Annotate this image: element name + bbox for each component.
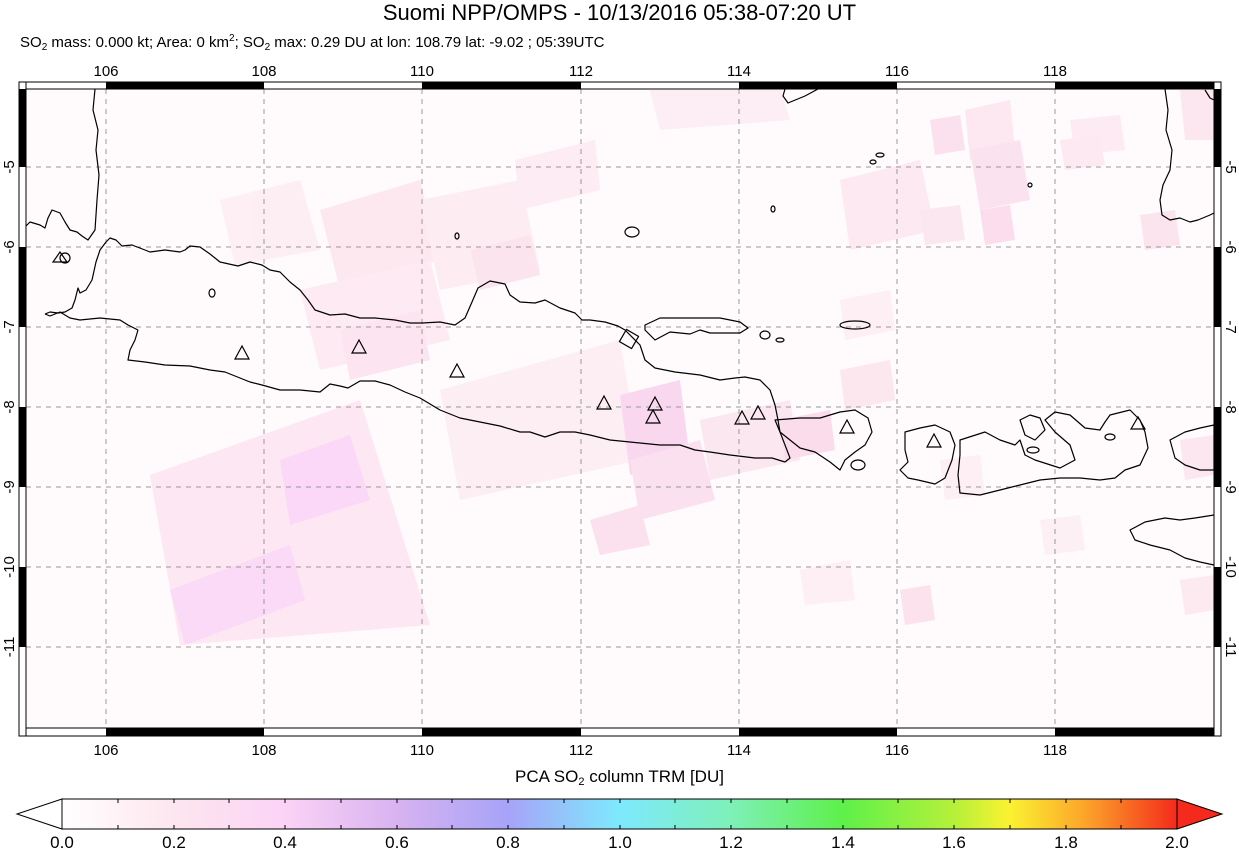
frame-left [18,81,27,737]
stats-area-sup: 2 [229,33,235,44]
volcano-markers [51,250,1147,448]
lat-label: -9 [1,480,18,493]
colorbar-label: 0.4 [273,833,297,852]
colorbar-label: 0.0 [50,833,74,852]
lat-label: -6 [1,240,18,253]
colorbar-title-suffix: column TRM [DU] [584,767,724,786]
colorbar-label: 0.8 [496,833,520,852]
colorbar-title: PCA SO2 column TRM [DU] [0,767,1239,788]
stats-mass-prefix: SO [20,34,42,51]
lat-label: -6 [1222,240,1239,253]
volcano-icon [350,338,368,354]
map-title: Suomi NPP/OMPS - 10/13/2016 05:38-07:20 … [382,0,857,25]
so2-pixels [150,90,1214,645]
lat-label: -10 [1,556,18,578]
colorbar-under-arrow [15,798,63,830]
lon-label: 116 [885,742,909,759]
lat-label: -7 [1222,320,1239,333]
colorbar-title-sub: 2 [578,776,585,788]
lon-label: 112 [569,63,593,80]
colorbar-label: 1.0 [608,833,632,852]
lon-label: 118 [1043,63,1067,80]
lon-labels-bottom: 106 108 110 112 114 116 118 [93,742,1066,759]
volcano-icon [925,432,943,448]
lon-label: 110 [410,63,434,80]
lon-label: 116 [885,63,909,80]
colorbar [15,798,1224,830]
so2-map: 106 108 110 112 114 116 118 106 108 110 … [1,63,1239,759]
lat-label: -5 [1222,160,1239,173]
frame-right [1213,81,1222,737]
lat-label: -11 [1,637,18,658]
lon-label: 110 [410,742,434,759]
graticule [26,89,1214,728]
lon-label: 118 [1043,742,1067,759]
frame-top [18,81,1222,90]
lon-label: 108 [251,742,276,759]
stats-max-text: max: 0.29 DU at lon: 108.79 lat: -9.02 ;… [270,34,605,51]
colorbar-label: 0.6 [385,833,409,852]
lat-label: -7 [1,320,18,333]
lat-label: -11 [1222,637,1239,658]
lat-label: -8 [1,400,18,413]
volcano-icon [595,394,613,410]
volcano-icon [644,408,662,424]
volcano-icon [749,404,767,420]
frame-bottom [18,727,1222,737]
lat-label: -10 [1222,556,1239,578]
volcano-icon [233,344,251,360]
colorbar-title-prefix: PCA SO [515,767,579,786]
lat-label: -8 [1222,400,1239,413]
stats-max-sub: 2 [264,42,271,53]
lon-label: 112 [569,742,593,759]
colorbar-ticks [117,799,1122,829]
lon-label: 106 [93,63,118,80]
lon-label: 114 [727,742,751,759]
colorbar-label: 0.2 [162,833,186,852]
coastlines [25,88,1215,566]
colorbar-gradient [61,798,1178,830]
colorbar-label: 2.0 [1165,833,1189,852]
colorbar-label: 1.6 [942,833,966,852]
colorbar-label: 1.4 [831,833,855,852]
stats-max-prefix: ; SO [234,34,265,51]
colorbar-label: 1.2 [719,833,743,852]
volcano-icon [51,250,69,263]
colorbar-label: 1.8 [1054,833,1078,852]
lon-labels-top: 106 108 110 112 114 116 118 [93,63,1066,80]
volcano-icon [733,409,751,425]
lat-label: -9 [1222,480,1239,493]
lon-label: 106 [93,742,118,759]
lat-labels-left: -5 -6 -7 -8 -9 -10 -11 [1,160,18,657]
so2-stats-line: SO2 mass: 0.000 kt; Area: 0 km2; SO2 max… [20,33,605,53]
volcano-icon [646,395,664,411]
colorbar-over-arrow [1176,798,1224,830]
stats-mass-sub: 2 [41,42,48,53]
stats-mass-text: mass: 0.000 kt; Area: 0 km [47,34,229,51]
lat-label: -5 [1,160,18,173]
volcano-icon [1129,415,1147,430]
volcano-icon [448,362,466,378]
volcano-icon [838,418,856,434]
lon-label: 108 [251,63,276,80]
lon-label: 114 [727,63,751,80]
lat-labels-right: -5 -6 -7 -8 -9 -10 -11 [1222,160,1239,657]
